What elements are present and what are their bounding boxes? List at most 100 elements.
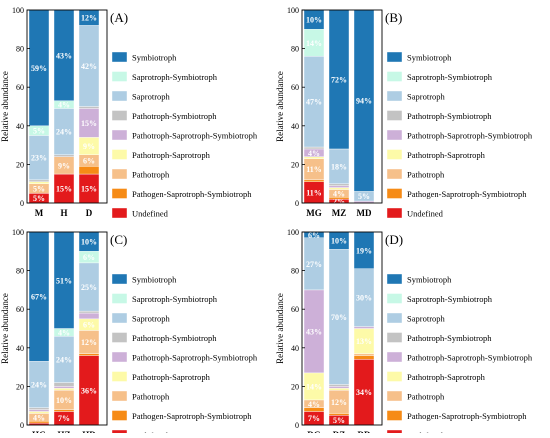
data-label: 5% — [33, 194, 45, 203]
data-label: 12% — [331, 398, 347, 407]
data-label: 9% — [83, 142, 95, 151]
legend-swatch — [111, 90, 128, 102]
bar-segment — [78, 353, 100, 356]
data-label: 5% — [333, 416, 345, 425]
plot-frame — [26, 9, 108, 204]
bar-segment — [53, 388, 75, 391]
bar-segment — [28, 409, 50, 412]
bar-segment — [328, 183, 350, 186]
data-label: 19% — [356, 246, 372, 255]
legend-label: Pathotroph-Saprotroph — [132, 372, 211, 382]
data-label: 5% — [358, 192, 370, 201]
data-label: 18% — [331, 162, 347, 171]
legend-label: Saprotroph — [407, 314, 446, 324]
y-tick-label: 40 — [291, 122, 299, 131]
legend-swatch — [111, 332, 128, 343]
bar-segment — [53, 386, 75, 389]
data-label: 43% — [56, 51, 72, 60]
legend-label: Undefined — [407, 209, 444, 219]
legend-swatch — [111, 110, 128, 121]
data-label: 4% — [308, 400, 320, 409]
y-tick-label: 0 — [295, 421, 299, 430]
bar-segment — [353, 353, 375, 356]
legend-label: Pathotroph-Saprotroph-Symbiotroph — [407, 353, 533, 363]
bar-segment — [303, 179, 325, 182]
legend-label: Pathogen-Saprotroph-Symbiotroph — [407, 411, 527, 421]
legend-swatch — [386, 168, 403, 180]
legend-swatch — [111, 390, 128, 402]
panel-label: (A) — [110, 10, 128, 25]
y-tick-label: 40 — [16, 344, 24, 353]
bar-segment — [53, 382, 75, 387]
data-label: 15% — [56, 185, 72, 194]
x-tick-label: MG — [306, 208, 322, 218]
data-label: 5% — [33, 127, 45, 136]
data-label: 6% — [83, 321, 95, 330]
y-tick-label: 60 — [291, 83, 299, 92]
bar-segment — [78, 106, 100, 109]
legend-label: Pathotroph-Saprotroph — [407, 150, 486, 160]
y-tick-label: 60 — [16, 83, 24, 92]
y-tick-label: 40 — [16, 122, 24, 131]
bar-segment — [328, 388, 350, 391]
legend-label: Pathotroph — [132, 170, 170, 180]
legend-swatch — [386, 312, 403, 324]
legend-swatch — [111, 129, 128, 141]
bar-segment — [328, 185, 350, 188]
legend-label: Pathotroph-Saprotroph — [132, 150, 211, 160]
y-tick-label: 60 — [16, 305, 24, 314]
chart-panel-2: 11%11%4%47%14%10%MG2%4%18%72%MZ5%94%MD02… — [275, 6, 533, 219]
data-label: 12% — [81, 14, 97, 23]
legend-label: Saprotroph — [132, 314, 171, 324]
data-label: 10% — [56, 396, 72, 405]
legend-label: Pathotroph-Saprotroph-Symbiotroph — [132, 131, 258, 141]
data-label: 7% — [308, 414, 320, 423]
legend-label: Saprotroph — [407, 92, 446, 102]
data-label: 9% — [58, 161, 70, 170]
legend-swatch — [386, 207, 403, 219]
legend-label: Symbiotroph — [132, 53, 177, 63]
legend-swatch — [111, 371, 128, 382]
legend-label: Pathotroph-Saprotroph-Symbiotroph — [132, 353, 258, 363]
legend-swatch — [386, 149, 403, 160]
data-label: 4% — [58, 328, 70, 337]
x-tick-label: MZ — [332, 208, 347, 218]
bar-segment — [328, 187, 350, 190]
data-label: 70% — [331, 313, 347, 322]
x-tick-label: M — [35, 208, 44, 218]
legend-swatch — [386, 188, 403, 199]
data-label: 51% — [56, 276, 72, 285]
legend-swatch — [386, 293, 403, 304]
legend-swatch — [111, 410, 128, 421]
data-label: 27% — [306, 260, 322, 269]
legend-label: Pathotroph-Saprotroph — [407, 372, 486, 382]
data-label: 14% — [306, 382, 322, 391]
legend-swatch — [386, 71, 403, 82]
legend-swatch — [386, 90, 403, 102]
y-tick-label: 20 — [16, 160, 24, 169]
legend-label: Pathotroph-Symbiotroph — [132, 333, 217, 343]
data-label: 6% — [83, 157, 95, 166]
data-label: 11% — [306, 165, 322, 174]
legend-label: Pathotroph-Symbiotroph — [407, 333, 492, 343]
y-tick-label: 40 — [291, 344, 299, 353]
y-tick-label: 80 — [291, 45, 299, 54]
bar-segment — [328, 384, 350, 387]
data-label: 23% — [31, 154, 47, 163]
legend-swatch — [386, 351, 403, 363]
legend-swatch — [111, 273, 128, 285]
legend-swatch — [386, 332, 403, 343]
data-label: 11% — [306, 188, 322, 197]
legend-label: Symbiotroph — [132, 275, 177, 285]
legend-label: Pathogen-Saprotroph-Symbiotroph — [407, 189, 527, 199]
bar-segment — [53, 154, 75, 157]
data-label: 4% — [33, 413, 45, 422]
data-label: 42% — [81, 62, 97, 71]
data-label: 43% — [306, 327, 322, 336]
legend-label: Saprotroph-Symbiotroph — [132, 72, 218, 82]
panel-label: (B) — [385, 10, 402, 25]
legend-label: Pathogen-Saprotroph-Symbiotroph — [132, 411, 252, 421]
plot-frame — [26, 231, 108, 426]
data-label: 14% — [306, 39, 322, 48]
